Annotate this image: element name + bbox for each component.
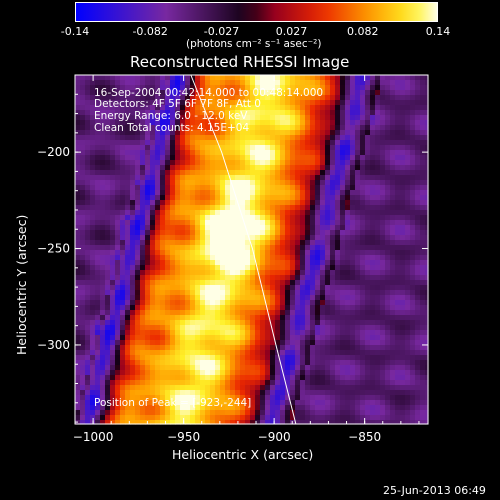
x-axis-label: Heliocentric X (arcsec) [172,447,314,462]
x-tick-label-0: −1000 [73,430,114,444]
y-tick-label-1: −250 [37,242,70,256]
y-tick-label-0: −200 [37,145,70,159]
plot-title: Reconstructed RHESSI Image [130,53,350,71]
heatmap-cells [75,75,429,425]
colorbar [75,2,438,22]
annotation-detectors: Detectors: 4F 5F 6F 7F 8F, Att 0 [94,98,261,110]
y-tick-label-2: −300 [37,338,70,352]
colorbar-unit-label: (photons cm⁻² s⁻¹ asec⁻²) [186,38,322,50]
annotation-peak: Position of Peak = [-923,-244] [94,397,252,409]
colorbar-tick-4: 0.082 [347,25,379,38]
solar-limb-curve [190,74,297,425]
x-tick-label-1: −950 [167,430,200,444]
annotation-energy: Energy Range: 6.0 - 12.0 keV [94,110,248,122]
annotation-clean: Clean Total counts: 4.15E+04 [94,122,250,134]
colorbar-tick-5: 0.14 [425,25,451,38]
timestamp: 25-Jun-2013 06:49 [383,484,486,497]
colorbar-tick-2: -0.027 [203,25,240,38]
colorbar-tick-1: -0.082 [132,25,168,38]
colorbar-tick-3: 0.027 [275,25,308,38]
plot-frame [74,74,429,425]
y-axis-label: Heliocentric Y (arcsec) [14,214,29,355]
colorbar-tick-0: -0.14 [60,25,90,38]
x-tick-label-2: −900 [258,430,291,444]
annotation-time: 16-Sep-2004 00:42:14.000 to 00:48:14.000 [94,87,324,99]
x-tick-label-3: −850 [348,430,381,444]
